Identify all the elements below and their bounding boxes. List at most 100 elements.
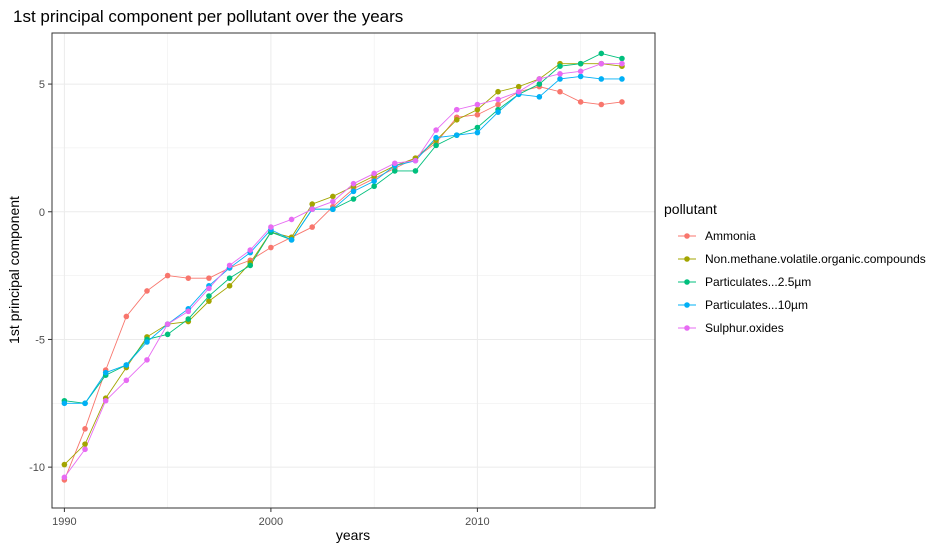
point-1-2002 — [309, 201, 315, 207]
point-0-2011 — [495, 101, 501, 108]
point-3-1991 — [82, 400, 88, 407]
point-4-2003 — [330, 198, 336, 205]
point-0-1996 — [185, 275, 192, 281]
point-1-1997 — [206, 298, 212, 304]
point-0-2015 — [577, 99, 584, 105]
point-2-2014 — [557, 63, 563, 69]
point-2-2006 — [392, 168, 398, 174]
point-2-2004 — [350, 196, 357, 202]
legend-key-point-2 — [684, 279, 690, 285]
point-4-2004 — [350, 180, 357, 187]
point-4-1993 — [123, 377, 130, 384]
legend-label-2: Particulates...2.5µm — [705, 275, 811, 289]
point-4-1992 — [102, 397, 109, 404]
point-4-1997 — [206, 285, 212, 292]
x-tick-label-0: 1990 — [52, 516, 76, 528]
point-1-1998 — [226, 283, 233, 289]
series-layer — [61, 50, 625, 483]
point-3-2004 — [350, 188, 357, 195]
point-4-2016 — [598, 60, 605, 67]
point-4-2009 — [453, 106, 460, 113]
y-tick-label-0: -10 — [29, 462, 45, 474]
point-4-2010 — [474, 101, 481, 108]
x-axis-label: years — [336, 527, 370, 543]
x-tick-label-2: 2010 — [465, 516, 489, 528]
point-0-1994 — [144, 288, 150, 294]
point-4-1996 — [185, 308, 192, 315]
legend-title: pollutant — [664, 201, 717, 217]
point-4-2014 — [557, 71, 563, 77]
legend-label-3: Particulates...10µm — [705, 298, 808, 312]
point-3-2015 — [577, 73, 584, 80]
point-0-1993 — [123, 313, 130, 320]
point-1-2009 — [453, 117, 460, 123]
point-0-1997 — [206, 275, 212, 281]
point-4-2011 — [495, 96, 501, 103]
point-1-2011 — [495, 88, 501, 95]
point-3-2003 — [330, 206, 336, 213]
point-4-1995 — [164, 321, 171, 327]
point-4-2013 — [536, 76, 543, 82]
series-line-4 — [64, 63, 622, 478]
point-4-1998 — [226, 262, 233, 269]
plot-panel — [52, 33, 655, 508]
point-4-2015 — [577, 68, 584, 75]
legend-label-0: Ammonia — [705, 229, 756, 243]
point-3-1990 — [61, 400, 68, 407]
point-2-2015 — [577, 60, 584, 67]
series-line-3 — [64, 75, 622, 404]
point-4-2005 — [371, 170, 377, 177]
point-3-1993 — [123, 362, 130, 368]
point-2-2017 — [619, 55, 625, 62]
point-3-2011 — [495, 109, 501, 115]
point-0-2000 — [268, 244, 274, 251]
point-4-2017 — [619, 60, 625, 67]
point-3-2017 — [619, 76, 625, 82]
y-tick-label-3: 5 — [39, 79, 45, 91]
point-3-2009 — [453, 132, 460, 138]
point-1-1991 — [82, 441, 88, 447]
point-3-1994 — [144, 339, 150, 345]
point-3-2005 — [371, 178, 377, 184]
point-4-1991 — [82, 446, 88, 453]
x-tick-label-1: 2000 — [259, 516, 283, 528]
point-3-2016 — [598, 76, 605, 82]
point-0-2016 — [598, 101, 605, 108]
point-1-1990 — [61, 461, 68, 468]
point-3-2014 — [557, 76, 563, 82]
legend-key-point-0 — [684, 233, 690, 239]
point-2-1998 — [226, 275, 233, 281]
point-0-2010 — [474, 111, 481, 118]
point-4-2001 — [288, 216, 295, 223]
point-0-2014 — [557, 88, 563, 95]
point-3-2001 — [288, 237, 295, 243]
point-0-1995 — [164, 272, 171, 279]
point-0-2017 — [619, 99, 625, 105]
point-2-1999 — [247, 262, 254, 269]
point-2-2016 — [598, 50, 605, 57]
point-4-2007 — [412, 157, 419, 164]
point-3-2008 — [433, 134, 439, 141]
point-2-2013 — [536, 81, 543, 87]
axis-ticks: 1990 2000 2010 -10 -5 0 5 — [29, 79, 490, 528]
legend-key-point-1 — [684, 256, 690, 262]
point-4-2006 — [392, 160, 398, 167]
point-0-2002 — [309, 224, 315, 230]
legend-label-4: Sulphur.oxides — [705, 321, 784, 335]
point-3-2013 — [536, 94, 543, 100]
plot-border — [51, 32, 656, 509]
point-2-2005 — [371, 183, 377, 190]
point-2-2008 — [433, 142, 439, 149]
chart-title: 1st principal component per pollutant ov… — [13, 7, 403, 26]
point-4-2002 — [309, 206, 315, 213]
point-0-1991 — [82, 426, 88, 432]
point-1-2010 — [474, 106, 481, 113]
series-line-1 — [64, 63, 623, 465]
y-tick-label-1: -5 — [35, 334, 45, 346]
legend-key-point-3 — [684, 302, 690, 308]
legend: pollutant Ammonia Non.methane.volatile.or… — [664, 201, 926, 335]
point-4-1994 — [144, 357, 150, 363]
legend-label-1: Non.methane.volatile.organic.compounds — [705, 252, 926, 266]
y-tick-label-2: 0 — [39, 207, 45, 219]
